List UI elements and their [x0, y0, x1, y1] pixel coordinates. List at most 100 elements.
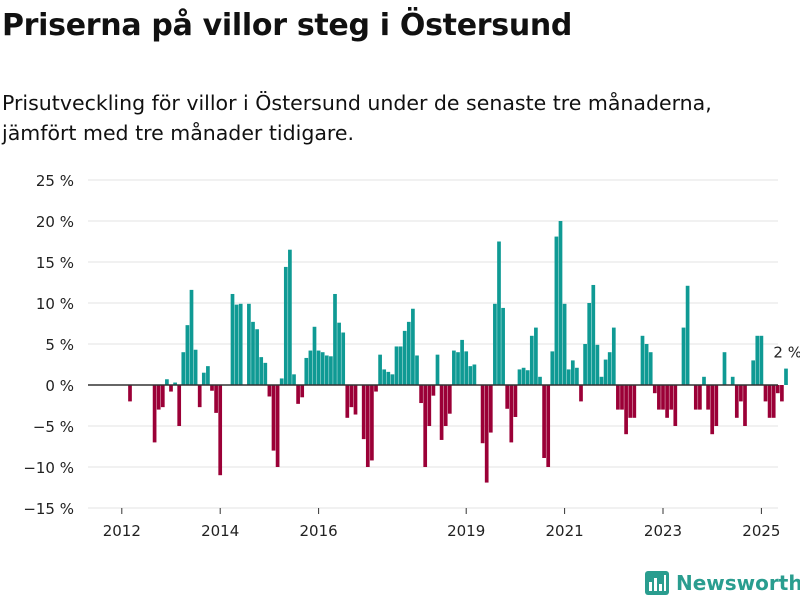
bar: [529, 335, 534, 385]
bar: [247, 303, 251, 385]
bar: [427, 385, 432, 426]
bar: [722, 352, 727, 385]
bar: [382, 369, 387, 385]
bar: [595, 344, 600, 385]
bar: [460, 339, 464, 385]
bar: [283, 266, 288, 385]
bar: [755, 335, 760, 385]
bar: [292, 374, 296, 385]
bar: [443, 385, 448, 426]
bar: [681, 327, 686, 385]
bar: [673, 385, 678, 426]
bar: [538, 376, 542, 385]
bar: [152, 385, 157, 443]
bar: [251, 321, 255, 385]
bar: [587, 303, 592, 385]
x-tick-label: 2023: [644, 522, 682, 540]
x-tick-label: 2012: [103, 522, 141, 540]
bar: [398, 346, 403, 385]
bar: [542, 385, 546, 458]
bar: [693, 385, 698, 410]
bar: [521, 367, 526, 385]
bar: [365, 385, 370, 467]
bar: [652, 385, 657, 394]
y-tick-label: 10 %: [36, 295, 74, 313]
bar: [599, 376, 604, 385]
bar: [517, 369, 522, 385]
bar: [509, 385, 514, 443]
y-tick-label: 5 %: [45, 336, 74, 354]
bar: [603, 359, 608, 385]
bar: [415, 355, 419, 385]
bar: [275, 385, 280, 467]
newsworthy-logo: Newsworthy: [644, 570, 800, 596]
bar: [296, 385, 300, 404]
bar: [431, 385, 436, 396]
bar: [361, 385, 366, 440]
bar: [193, 349, 198, 385]
bar: [402, 330, 407, 385]
bar: [583, 344, 587, 385]
bar: [238, 303, 243, 385]
bar: [493, 303, 497, 385]
last-value-label: 2 %: [773, 344, 800, 362]
bar: [201, 372, 206, 385]
bar: [710, 385, 715, 435]
bar: [333, 293, 337, 385]
bar: [439, 385, 444, 440]
bar: [308, 350, 313, 385]
bar: [173, 382, 177, 385]
bar: [685, 285, 690, 385]
bar: [378, 354, 382, 385]
x-tick-label: 2021: [546, 522, 584, 540]
bar: [513, 385, 518, 417]
bar: [784, 368, 788, 385]
bar: [759, 335, 764, 385]
bar: [751, 360, 756, 385]
bar: [447, 385, 452, 414]
x-tick-label: 2019: [447, 522, 485, 540]
bar: [616, 385, 620, 410]
bar: [353, 385, 358, 415]
bar: [271, 385, 276, 451]
bar: [197, 385, 202, 408]
x-tick-label: 2016: [300, 522, 338, 540]
bar: [763, 385, 768, 402]
bar: [374, 385, 378, 392]
bar: [411, 308, 415, 385]
x-tick-label: 2025: [742, 522, 780, 540]
bar: [611, 327, 616, 385]
bar: [714, 385, 719, 426]
bar: [661, 385, 665, 410]
bar: [767, 385, 772, 418]
bar: [312, 326, 317, 385]
bar: [185, 325, 190, 385]
bar: [160, 385, 165, 408]
bar: [320, 352, 325, 385]
bar: [304, 357, 309, 385]
bar: [349, 385, 354, 408]
bar: [525, 370, 530, 385]
bar: [591, 284, 596, 385]
bar: [698, 385, 702, 410]
bar: [230, 293, 235, 385]
bar: [181, 352, 186, 385]
bar: [734, 385, 739, 418]
bar: [468, 366, 473, 385]
bar: [534, 327, 538, 385]
bar: [128, 385, 132, 402]
bar: [189, 289, 194, 385]
bar: [657, 385, 661, 410]
bar: [775, 385, 780, 394]
bar: [341, 332, 346, 385]
bar: [329, 356, 333, 385]
bar: [370, 385, 374, 461]
bar: [497, 241, 501, 385]
bar: [214, 385, 218, 413]
bar: [575, 367, 579, 385]
bar: [324, 355, 329, 385]
y-tick-label: −10 %: [23, 459, 74, 477]
bar: [177, 385, 182, 426]
bar: [456, 352, 460, 385]
bar: [419, 385, 423, 404]
